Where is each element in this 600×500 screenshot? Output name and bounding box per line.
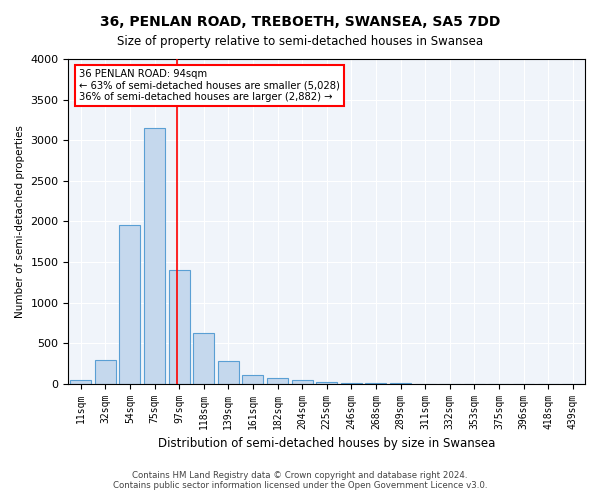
Text: Size of property relative to semi-detached houses in Swansea: Size of property relative to semi-detach… [117, 35, 483, 48]
Text: Contains HM Land Registry data © Crown copyright and database right 2024.
Contai: Contains HM Land Registry data © Crown c… [113, 470, 487, 490]
Bar [193, 334, 214, 384]
Bar [292, 380, 313, 384]
Bar [95, 360, 116, 384]
Bar [119, 226, 140, 384]
X-axis label: Distribution of semi-detached houses by size in Swansea: Distribution of semi-detached houses by … [158, 437, 496, 450]
Y-axis label: Number of semi-detached properties: Number of semi-detached properties [15, 125, 25, 318]
Bar [218, 361, 239, 384]
Bar [169, 270, 190, 384]
Bar [144, 128, 165, 384]
Text: 36 PENLAN ROAD: 94sqm
← 63% of semi-detached houses are smaller (5,028)
36% of s: 36 PENLAN ROAD: 94sqm ← 63% of semi-deta… [79, 68, 340, 102]
Bar [242, 375, 263, 384]
Bar [70, 380, 91, 384]
Bar [316, 382, 337, 384]
Bar [267, 378, 288, 384]
Text: 36, PENLAN ROAD, TREBOETH, SWANSEA, SA5 7DD: 36, PENLAN ROAD, TREBOETH, SWANSEA, SA5 … [100, 15, 500, 29]
